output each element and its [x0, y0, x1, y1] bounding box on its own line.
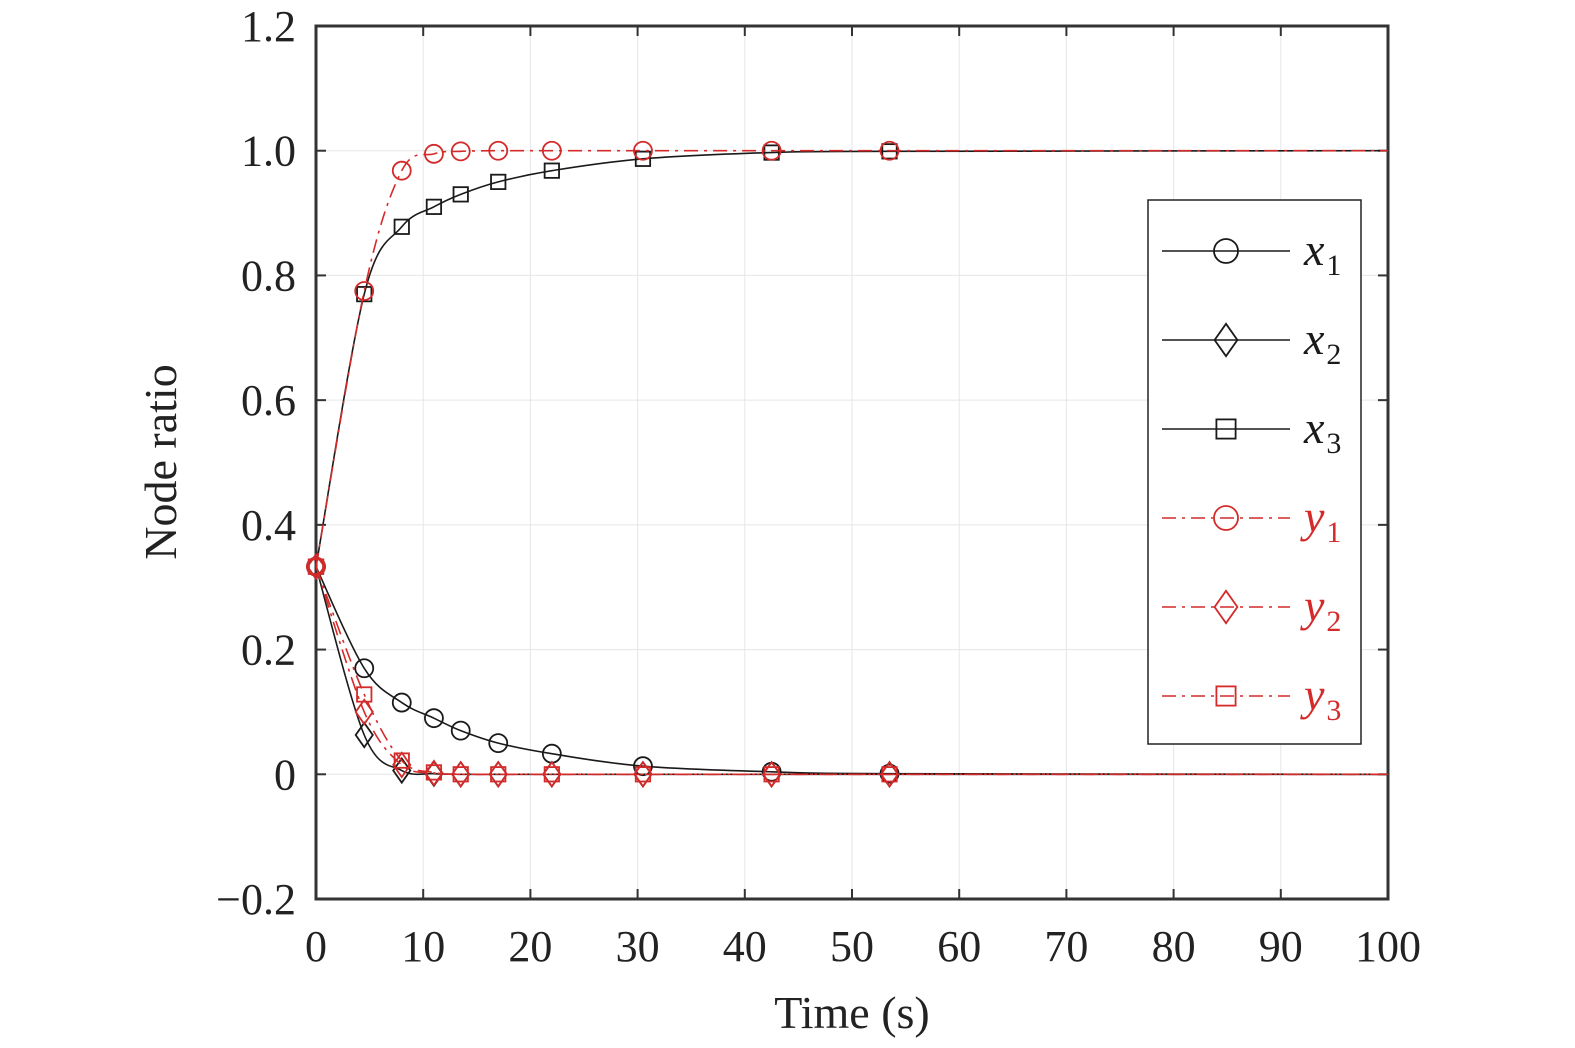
point-y1: [354, 281, 375, 301]
point-x3: [425, 198, 443, 215]
y-tick-label: 1.2: [241, 2, 296, 51]
point-y3: [356, 686, 373, 703]
x-tick-label: 40: [723, 922, 767, 971]
y-tick-label: 0.4: [241, 501, 296, 550]
point-x3: [490, 173, 507, 190]
legend-marker: [1213, 505, 1239, 531]
point-x3: [543, 162, 560, 179]
point-y3: [393, 752, 410, 769]
point-y1: [761, 140, 782, 161]
point-x3: [393, 218, 410, 235]
legend-label: y1: [1300, 491, 1341, 549]
legend: x1 x2 x3 y1 y2 y3: [1147, 199, 1362, 745]
x-tick-label: 70: [1044, 922, 1088, 971]
x-axis-label: Time (s): [774, 987, 930, 1038]
point-y1: [488, 140, 509, 161]
x-tick-label: 10: [401, 922, 445, 971]
series-line-y3: [315, 566, 1388, 776]
point-y3: [763, 766, 780, 783]
legend-item-x1: x1: [1162, 224, 1341, 282]
point-y3: [881, 766, 898, 783]
legend-marker: [1215, 418, 1237, 440]
ticks: 0 10 20 30 40 50 60 70 80 90 100−0.200.20.40.60.81…: [216, 2, 1421, 971]
x-tick-label: 60: [937, 922, 981, 971]
y-axis-label: Node ratio: [135, 364, 186, 559]
point-y1: [879, 140, 900, 161]
x-tick-label: 80: [1152, 922, 1196, 971]
legend-label: x1: [1303, 224, 1341, 282]
point-x1: [450, 720, 471, 741]
point-y3: [307, 558, 325, 575]
series-line-x3: [315, 149, 1389, 567]
point-y1: [541, 140, 562, 161]
point-x1: [424, 708, 444, 729]
point-y3: [425, 764, 443, 781]
y-tick-label: −0.2: [216, 875, 296, 924]
point-x1: [391, 692, 412, 713]
legend-label: x3: [1303, 402, 1341, 460]
point-y3: [452, 766, 469, 783]
x-tick-label: 90: [1259, 922, 1303, 971]
legend-label: x2: [1303, 313, 1341, 371]
point-y2: [306, 552, 326, 581]
point-y3: [543, 766, 560, 783]
x-tick-label: 30: [616, 922, 660, 971]
point-y2: [879, 760, 900, 788]
x-tick-label: 50: [830, 922, 874, 971]
series-y3: [307, 558, 1388, 783]
x-tick-label: 20: [508, 922, 552, 971]
point-y2: [542, 760, 562, 788]
point-y3: [634, 766, 652, 783]
legend-marker: [1213, 589, 1239, 625]
legend-item-y2: y2: [1162, 580, 1341, 638]
point-y2: [392, 751, 412, 779]
series-layer: [306, 140, 1389, 788]
point-y2: [633, 760, 653, 788]
point-y2: [424, 759, 444, 787]
point-y1: [450, 141, 471, 162]
y-tick-label: 0.6: [241, 376, 296, 425]
legend-box: [1147, 199, 1362, 745]
x-tick-label: 0: [305, 922, 327, 971]
legend-marker: [1213, 238, 1239, 264]
point-y1: [633, 140, 653, 161]
legend-label: y3: [1300, 669, 1341, 727]
legend-item-x3: x3: [1162, 402, 1341, 460]
legend-marker: [1213, 322, 1239, 358]
point-y2: [451, 760, 471, 788]
x-tick-label: 100: [1355, 922, 1421, 971]
point-y2: [488, 760, 508, 788]
point-x1: [488, 733, 509, 754]
y-tick-label: 0.8: [241, 251, 296, 300]
point-x3: [452, 186, 469, 203]
point-y1: [424, 143, 444, 164]
legend-label: y2: [1300, 580, 1341, 638]
point-y2: [761, 760, 782, 788]
point-x2: [392, 756, 412, 785]
y-tick-label: 1.0: [241, 127, 296, 176]
legend-marker: [1215, 685, 1237, 707]
point-x2: [354, 721, 374, 749]
legend-item-x2: x2: [1162, 313, 1341, 371]
point-y1: [391, 160, 412, 181]
point-x1: [633, 756, 653, 777]
point-x3: [634, 150, 652, 167]
point-x1: [354, 658, 375, 679]
legend-item-y3: y3: [1162, 669, 1341, 727]
point-x3: [356, 286, 373, 303]
legend-item-y1: y1: [1162, 491, 1341, 549]
y-tick-label: 0: [274, 750, 296, 799]
point-y3: [490, 766, 507, 783]
y-tick-label: 0.2: [241, 626, 296, 675]
